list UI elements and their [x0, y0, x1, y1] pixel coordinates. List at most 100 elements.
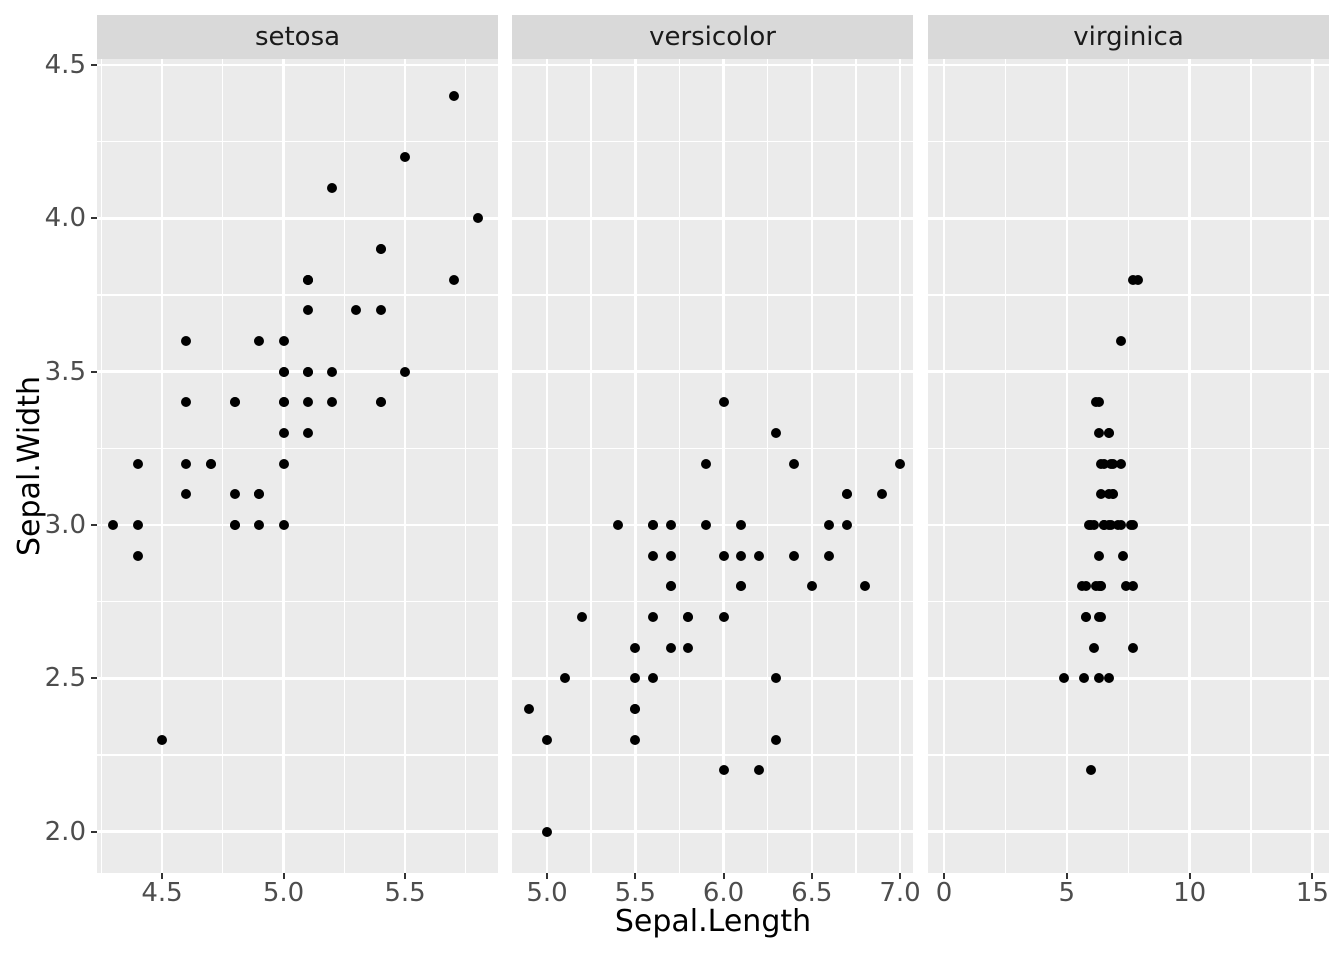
data-point: [1133, 274, 1144, 285]
x-tick-label: 5: [1058, 878, 1076, 908]
x-tick-label: 15: [1295, 878, 1329, 908]
data-point: [877, 489, 888, 500]
data-point: [665, 642, 676, 653]
data-point: [229, 397, 240, 408]
data-point: [1098, 520, 1109, 531]
data-point: [1115, 458, 1126, 469]
gridline-y-major: [512, 370, 913, 373]
y-tick-mark: [91, 217, 97, 220]
gridline-y-minor: [512, 141, 913, 143]
x-tick-mark: [1065, 873, 1068, 879]
data-point: [1128, 520, 1139, 531]
y-tick-mark: [91, 64, 97, 67]
facet-strip-versicolor: versicolor: [512, 15, 913, 59]
data-point: [108, 520, 119, 531]
gridline-y-major: [928, 830, 1329, 833]
data-point: [181, 458, 192, 469]
gridline-y-major: [512, 523, 913, 527]
data-point: [753, 765, 764, 776]
data-point: [1096, 489, 1107, 500]
data-point: [1103, 428, 1114, 439]
data-point: [1093, 673, 1104, 684]
data-point: [302, 305, 313, 316]
gridline-y-major: [928, 370, 1329, 373]
gridline-y-major: [97, 63, 498, 67]
x-tick-label: 7.0: [879, 878, 921, 908]
gridline-y-minor: [512, 754, 913, 756]
data-point: [700, 520, 711, 531]
data-point: [229, 520, 240, 531]
data-point: [1106, 458, 1117, 469]
data-point: [771, 673, 782, 684]
gridline-y-major: [928, 677, 1329, 680]
gridline-x-major: [634, 59, 637, 873]
data-point: [375, 397, 386, 408]
data-point: [181, 397, 192, 408]
data-point: [254, 336, 265, 347]
data-point: [559, 673, 570, 684]
data-point: [683, 642, 694, 653]
data-point: [736, 550, 747, 561]
x-tick-label: 4.5: [141, 878, 183, 908]
gridline-x-major: [810, 59, 814, 873]
data-point: [302, 366, 313, 377]
gridline-x-minor: [678, 59, 681, 873]
data-point: [327, 366, 338, 377]
data-point: [254, 489, 265, 500]
x-tick-mark: [810, 873, 813, 879]
data-point: [718, 397, 729, 408]
gridline-x-minor: [222, 59, 224, 873]
data-point: [1091, 397, 1102, 408]
gridline-x-major: [1065, 59, 1069, 873]
data-point: [181, 336, 192, 347]
data-point: [736, 581, 747, 592]
x-tick-label: 5.5: [614, 878, 656, 908]
x-tick-mark: [722, 873, 725, 879]
x-tick-label: 6.5: [791, 878, 833, 908]
data-point: [1118, 550, 1129, 561]
data-point: [278, 428, 289, 439]
gridline-x-major: [403, 59, 407, 873]
gridline-y-major: [97, 830, 498, 833]
data-point: [400, 366, 410, 377]
data-point: [647, 550, 658, 561]
data-point: [1081, 611, 1092, 622]
data-point: [229, 489, 240, 500]
gridline-y-minor: [97, 294, 498, 296]
gridline-x-major: [1311, 59, 1314, 873]
gridline-y-minor: [97, 754, 498, 756]
x-tick-label: 10: [1173, 878, 1207, 908]
data-point: [1128, 581, 1139, 592]
x-tick-mark: [282, 873, 285, 879]
gridline-x-major: [942, 59, 946, 873]
gridline-x-minor: [1004, 59, 1007, 873]
gridline-x-minor: [343, 59, 345, 873]
x-tick-label: 6.0: [702, 878, 745, 908]
data-point: [665, 550, 676, 561]
x-tick-mark: [546, 873, 548, 879]
y-tick-label: 4.5: [44, 50, 86, 81]
data-point: [895, 458, 906, 469]
x-tick-mark: [161, 873, 163, 879]
y-tick-label: 2.0: [44, 816, 86, 847]
gridline-y-minor: [97, 141, 498, 143]
data-point: [612, 520, 623, 531]
x-tick-mark: [634, 873, 637, 879]
data-point: [1076, 581, 1087, 592]
data-point: [1088, 642, 1099, 653]
gridline-y-minor: [512, 600, 913, 603]
gridline-y-major: [97, 370, 498, 373]
gridline-x-minor: [1250, 59, 1252, 873]
data-point: [132, 458, 143, 469]
data-point: [842, 520, 853, 531]
data-point: [1093, 611, 1104, 622]
data-point: [789, 550, 800, 561]
data-point: [181, 489, 192, 500]
gridline-y-minor: [928, 600, 1329, 603]
data-point: [859, 581, 870, 592]
gridline-y-major: [512, 677, 913, 680]
facet-strip-virginica: virginica: [928, 15, 1329, 59]
data-point: [1115, 520, 1126, 531]
y-tick-label: 2.5: [44, 663, 86, 694]
gridline-x-minor: [465, 59, 467, 873]
